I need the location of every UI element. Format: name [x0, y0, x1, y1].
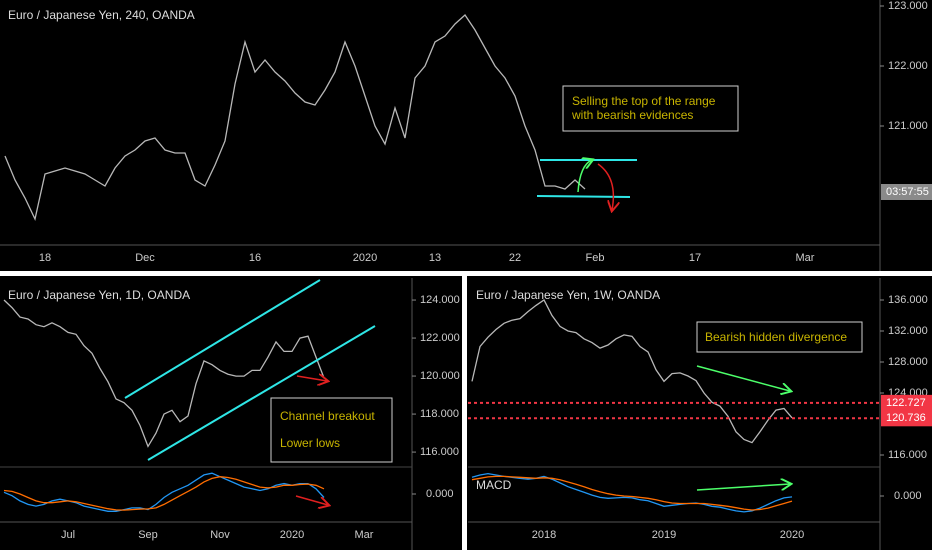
x-tick-label: Dec — [135, 252, 155, 264]
x-tick-label: 2020 — [280, 529, 304, 541]
countdown: 03:57:55 — [886, 186, 929, 198]
x-tick-label: 16 — [249, 252, 261, 264]
y-tick-label: 0.000 — [894, 490, 922, 502]
macd-line — [471, 472, 793, 513]
x-tick-label: Jul — [61, 529, 75, 541]
channel-line — [147, 325, 376, 461]
x-tick-label: 13 — [429, 252, 441, 264]
annotation-box — [270, 397, 393, 463]
y-tick-label: 132.000 — [888, 325, 928, 337]
y-tick-label: 128.000 — [888, 356, 928, 368]
x-tick-label: 2020 — [780, 529, 804, 541]
y-tick-label: 0.000 — [426, 488, 454, 500]
y-tick-label: 120.000 — [420, 370, 460, 382]
x-tick-label: Feb — [586, 252, 605, 264]
level-label: 122.727 — [886, 397, 926, 409]
annotation: Selling the top of the range — [572, 94, 716, 108]
price-axis — [412, 278, 462, 550]
drawings — [124, 160, 790, 505]
annotation: Bearish hidden divergence — [705, 330, 847, 344]
y-tick-label: 124.000 — [420, 294, 460, 306]
y-tick-label: 136.000 — [888, 294, 928, 306]
x-tick-label: 18 — [39, 252, 51, 264]
macd-line — [471, 475, 793, 511]
x-tick-label: 2019 — [652, 529, 676, 541]
y-tick-label: 118.000 — [420, 408, 459, 420]
y-tick-label: 116.000 — [888, 449, 927, 461]
arrow — [597, 163, 613, 210]
x-tick-label: Nov — [210, 529, 230, 541]
y-tick-label: 121.000 — [888, 120, 928, 132]
annotation: Channel breakout — [280, 409, 375, 423]
range-line — [536, 195, 631, 198]
price-line — [471, 299, 793, 444]
arrow — [295, 495, 328, 505]
x-tick-label: 22 — [509, 252, 521, 264]
level-label: 120.736 — [886, 412, 926, 424]
annotation-box — [696, 321, 863, 353]
macd-label: MACD — [476, 478, 512, 492]
x-tick-label: Mar — [796, 252, 815, 264]
divider — [0, 271, 932, 276]
chart-title: Euro / Japanese Yen, 1D, OANDA — [8, 288, 190, 302]
price-axis — [880, 0, 932, 271]
y-tick-label: 122.000 — [888, 60, 928, 72]
channel-line — [124, 279, 321, 399]
divider — [462, 276, 467, 550]
x-tick-label: 2018 — [532, 529, 556, 541]
countdown-bg — [881, 184, 932, 200]
price-line — [4, 14, 586, 221]
x-tick-label: Mar — [355, 529, 374, 541]
annotation: with bearish evidences — [571, 108, 693, 122]
y-tick-label: 122.000 — [420, 332, 460, 344]
arrow — [577, 160, 592, 193]
arrow — [296, 376, 327, 381]
arrow — [696, 365, 790, 391]
x-tick-label: 2020 — [353, 252, 377, 264]
price-line — [3, 299, 325, 448]
arrow — [696, 484, 790, 491]
annotation-box — [562, 85, 739, 132]
annotation: Lower lows — [280, 436, 340, 450]
level-label-bg — [881, 410, 932, 427]
macd-line — [3, 476, 325, 511]
x-tick-label: Sep — [138, 529, 158, 541]
y-tick-label: 116.000 — [420, 446, 459, 458]
y-tick-label: 123.000 — [888, 0, 928, 12]
level-label-bg — [881, 394, 932, 411]
chart-title: Euro / Japanese Yen, 240, OANDA — [8, 8, 195, 22]
x-tick-label: 17 — [689, 252, 701, 264]
chart-title: Euro / Japanese Yen, 1W, OANDA — [476, 288, 660, 302]
